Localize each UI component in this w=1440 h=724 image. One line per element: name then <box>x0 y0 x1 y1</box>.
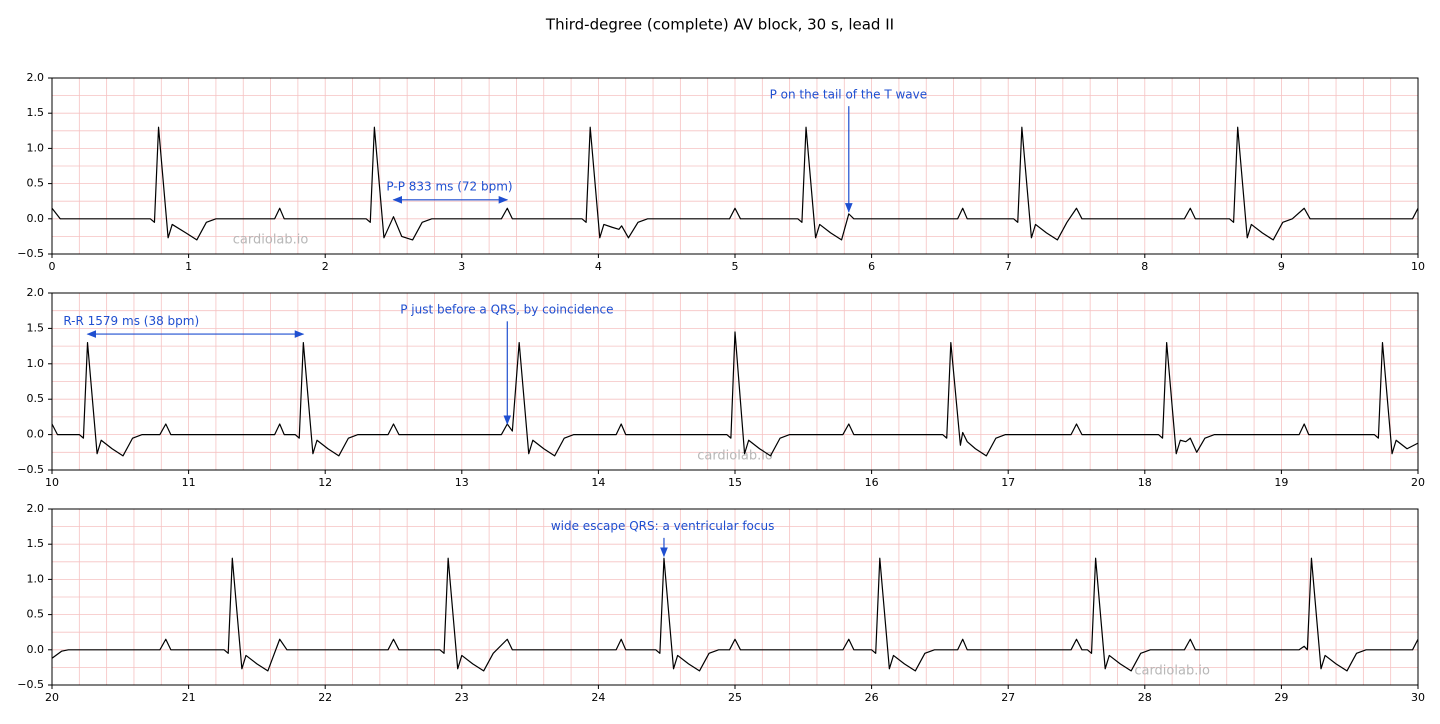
x-tick-label: 16 <box>865 476 879 489</box>
x-tick-label: 5 <box>732 260 739 273</box>
y-tick-label: 1.5 <box>27 537 45 550</box>
x-tick-label: 23 <box>455 691 469 704</box>
x-tick-label: 0 <box>49 260 56 273</box>
y-tick-label: 1.5 <box>27 106 45 119</box>
chart-title: Third-degree (complete) AV block, 30 s, … <box>545 16 894 34</box>
y-tick-label: 0.0 <box>27 428 45 441</box>
y-tick-label: −0.5 <box>17 678 44 691</box>
y-tick-label: 1.0 <box>27 357 45 370</box>
x-tick-label: 29 <box>1274 691 1288 704</box>
x-tick-label: 11 <box>182 476 196 489</box>
x-tick-label: 21 <box>182 691 196 704</box>
x-tick-label: 20 <box>1411 476 1425 489</box>
x-tick-label: 26 <box>865 691 879 704</box>
x-tick-label: 17 <box>1001 476 1015 489</box>
x-tick-label: 2 <box>322 260 329 273</box>
y-tick-label: 0.5 <box>27 392 45 405</box>
y-tick-label: 0.0 <box>27 212 45 225</box>
ecg-trace <box>51 331 1419 457</box>
y-tick-label: 0.5 <box>27 177 45 190</box>
x-tick-label: 20 <box>45 691 59 704</box>
x-tick-label: 22 <box>318 691 332 704</box>
x-tick-label: 24 <box>591 691 605 704</box>
x-tick-label: 4 <box>595 260 602 273</box>
panel: cardiolab.io 10 11 12 13 14 15 16 17 18 19 20 −0.5 0.… <box>17 286 1425 489</box>
x-tick-label: 8 <box>1141 260 1148 273</box>
y-tick-label: 2.0 <box>27 71 45 84</box>
x-tick-label: 12 <box>318 476 332 489</box>
x-tick-label: 1 <box>185 260 192 273</box>
y-tick-label: 1.0 <box>27 141 45 154</box>
x-tick-label: 30 <box>1411 691 1425 704</box>
y-tick-label: 2.0 <box>27 502 45 515</box>
y-tick-label: 1.0 <box>27 572 45 585</box>
x-tick-label: 27 <box>1001 691 1015 704</box>
x-tick-label: 6 <box>868 260 875 273</box>
y-tick-label: 1.5 <box>27 321 45 334</box>
panel: cardiolab.io 0 1 2 3 4 5 6 7 8 9 10 −0.5 0.0 0.5 1.0 1.5… <box>17 71 1425 273</box>
x-tick-label: 3 <box>458 260 465 273</box>
x-tick-label: 28 <box>1138 691 1152 704</box>
annotation-text: P-P 833 ms (72 bpm) <box>386 180 512 194</box>
x-tick-label: 13 <box>455 476 469 489</box>
x-tick-label: 25 <box>728 691 742 704</box>
x-tick-label: 10 <box>45 476 59 489</box>
annotation-text: P just before a QRS, by coincidence <box>400 302 613 316</box>
x-tick-label: 10 <box>1411 260 1425 273</box>
annotation-text: P on the tail of the T wave <box>770 87 928 101</box>
y-tick-label: 0.5 <box>27 608 45 621</box>
annotation-text: wide escape QRS: a ventricular focus <box>551 519 775 533</box>
watermark: cardiolab.io <box>1134 664 1210 679</box>
x-tick-label: 9 <box>1278 260 1285 273</box>
y-tick-label: 0.0 <box>27 643 45 656</box>
x-tick-label: 18 <box>1138 476 1152 489</box>
y-tick-label: 2.0 <box>27 286 45 299</box>
x-tick-label: 7 <box>1005 260 1012 273</box>
ecg-trace <box>51 557 1419 672</box>
y-tick-label: −0.5 <box>17 247 44 260</box>
panel: cardiolab.io 20 21 22 23 24 25 26 27 28 29 30 −0.5 0.… <box>17 502 1425 704</box>
x-tick-label: 14 <box>591 476 605 489</box>
x-tick-label: 15 <box>728 476 742 489</box>
ecg-trace <box>51 126 1419 241</box>
x-tick-label: 19 <box>1274 476 1288 489</box>
y-tick-label: −0.5 <box>17 463 44 476</box>
annotation-text: R-R 1579 ms (38 bpm) <box>63 314 199 328</box>
watermark: cardiolab.io <box>233 233 309 248</box>
watermark: cardiolab.io <box>697 449 773 464</box>
